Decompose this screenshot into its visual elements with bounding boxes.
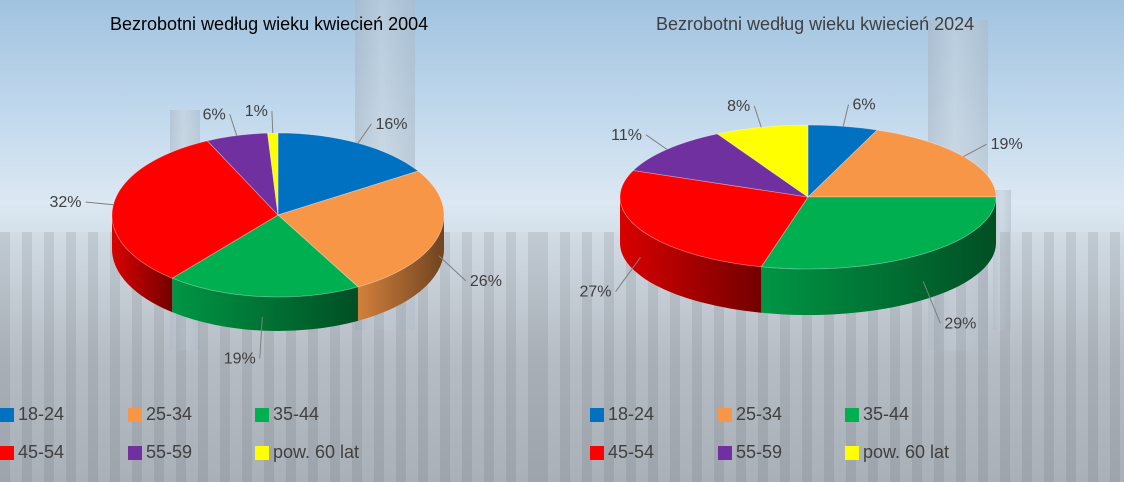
- data-label-55-59: 6%: [203, 106, 226, 123]
- legend-label-18-24: 18-24: [18, 404, 65, 424]
- chart-title-2004: Bezrobotni według wieku kwiecień 2004: [110, 14, 429, 34]
- data-label-25-34: 26%: [470, 273, 502, 290]
- chart-title-2024: Bezrobotni według wieku kwiecień 2024: [656, 14, 975, 34]
- pie-slice-45-54: [111, 140, 279, 279]
- chart-panel-2004: 16% 26% 19% 32% 6% 1% Bezrobotni według wieku…: [0, 0, 560, 482]
- pie-slice-18-24: [807, 124, 879, 198]
- pie-slice-55-59: [206, 132, 279, 217]
- pie-side-35-44: [172, 278, 358, 331]
- leader-line-55-59: [229, 114, 238, 136]
- legend-label-35-44: 35-44: [273, 404, 320, 424]
- legend-swatch-45-54: [0, 445, 14, 460]
- legend-label-pow-60-lat: pow. 60 lat: [273, 442, 360, 462]
- pie-slice-pow-60-lat: [716, 124, 809, 198]
- data-label-18-24: 16%: [375, 116, 407, 133]
- data-label-pow-60-lat: 8%: [727, 98, 750, 115]
- leader-line-25-34: [963, 143, 987, 157]
- legend-item-55-59: 55-59: [128, 442, 192, 463]
- pie-slice-35-44: [171, 214, 359, 298]
- leader-line-35-44: [922, 281, 941, 324]
- legend-swatch-45-54: [590, 445, 604, 460]
- leader-line-45-54: [85, 201, 114, 206]
- data-label-18-24: 6%: [852, 97, 875, 114]
- legend-swatch-18-24: [0, 407, 14, 422]
- legend-label-35-44: 35-44: [863, 404, 910, 424]
- pie-slice-25-34: [807, 129, 997, 198]
- data-label-35-44: 29%: [944, 315, 976, 332]
- leader-line-35-44: [259, 317, 263, 359]
- leader-line-25-34: [438, 255, 467, 282]
- pie-slice-18-24: [277, 132, 420, 216]
- legend-label-45-54: 45-54: [608, 442, 655, 462]
- pie-slice-45-54: [619, 170, 809, 268]
- legend-item-35-44: 35-44: [845, 404, 909, 425]
- legend-item-55-59: 55-59: [718, 442, 782, 463]
- legend-swatch-pow-60-lat: [255, 445, 269, 460]
- leader-line-45-54: [615, 256, 641, 292]
- legend-item-pow-60-lat: pow. 60 lat: [255, 442, 359, 463]
- legend-label-18-24: 18-24: [608, 404, 655, 424]
- legend-swatch-55-59: [718, 445, 732, 460]
- legend-label-pow-60-lat: pow. 60 lat: [863, 442, 950, 462]
- leader-line-pow-60-lat: [753, 105, 762, 128]
- pie-side-45-54: [112, 215, 173, 313]
- pie-side-35-44: [761, 197, 996, 315]
- legend-2004: 18-24 25-34 35-44 45-54 55-59 pow. 60 lat: [0, 404, 440, 474]
- pie-chart-2024: 6% 19% 29% 27% 11% 8%: [580, 97, 1023, 333]
- legend-item-45-54: 45-54: [590, 442, 654, 463]
- legend-label-25-34: 25-34: [736, 404, 783, 424]
- leader-line-18-24: [357, 123, 372, 144]
- leader-line-pow-60-lat: [271, 111, 274, 134]
- legend-swatch-18-24: [590, 407, 604, 422]
- pie-slice-pow-60-lat: [267, 132, 279, 216]
- legend-item-25-34: 25-34: [128, 404, 192, 425]
- legend-item-18-24: 18-24: [0, 404, 64, 425]
- legend-label-25-34: 25-34: [146, 404, 193, 424]
- legend-label-55-59: 55-59: [146, 442, 193, 462]
- chart-panel-2024: 6% 19% 29% 27% 11% 8% Bezrobotni według wieku…: [538, 0, 1124, 482]
- legend-swatch-pow-60-lat: [845, 445, 859, 460]
- pie-chart-2004: 16% 26% 19% 32% 6% 1%: [49, 103, 502, 368]
- pie-slice-35-44: [760, 196, 997, 270]
- pie-side-25-34: [357, 215, 444, 321]
- data-label-45-54: 27%: [580, 284, 612, 301]
- data-label-35-44: 19%: [224, 351, 256, 368]
- leader-line-18-24: [842, 104, 849, 127]
- legend-swatch-25-34: [128, 407, 142, 422]
- legend-item-25-34: 25-34: [718, 404, 782, 425]
- data-label-pow-60-lat: 1%: [245, 103, 268, 120]
- pie-slice-25-34: [277, 170, 445, 288]
- data-label-45-54: 32%: [49, 194, 81, 211]
- legend-swatch-35-44: [255, 407, 269, 422]
- legend-item-pow-60-lat: pow. 60 lat: [845, 442, 949, 463]
- legend-2024: 18-24 25-34 35-44 45-54 55-59 pow. 60 lat: [590, 404, 1030, 474]
- legend-swatch-25-34: [718, 407, 732, 422]
- legend-label-45-54: 45-54: [18, 442, 65, 462]
- legend-label-55-59: 55-59: [736, 442, 783, 462]
- legend-swatch-35-44: [845, 407, 859, 422]
- legend-item-18-24: 18-24: [590, 404, 654, 425]
- legend-item-45-54: 45-54: [0, 442, 64, 463]
- legend-item-35-44: 35-44: [255, 404, 319, 425]
- pie-side-45-54: [620, 197, 762, 313]
- leader-line-55-59: [645, 134, 668, 150]
- legend-swatch-55-59: [128, 445, 142, 460]
- data-label-25-34: 19%: [991, 136, 1023, 153]
- data-label-55-59: 11%: [611, 127, 642, 144]
